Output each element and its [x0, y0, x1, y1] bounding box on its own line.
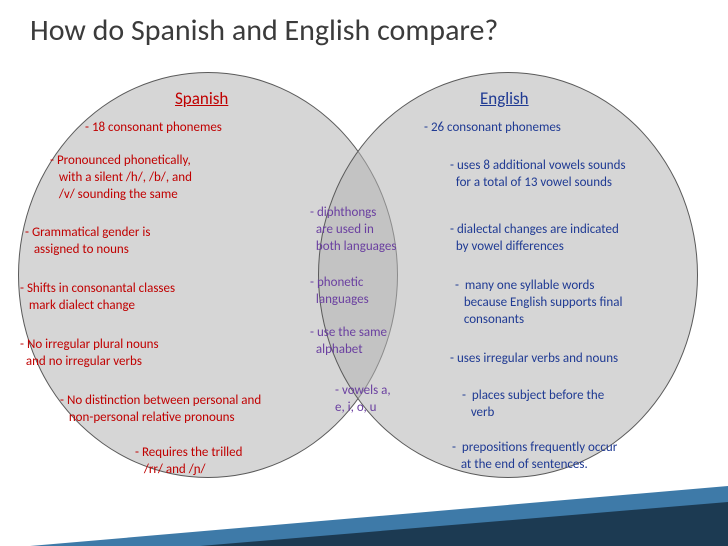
bullet-icon: -: [450, 351, 454, 366]
bullet-icon: -: [450, 222, 454, 237]
bullet-icon: -: [335, 383, 339, 398]
english-item: - uses irregular verbs and nouns: [450, 351, 700, 368]
bullet-icon: -: [452, 440, 456, 455]
venn-label-spanish: Spanish: [175, 88, 228, 109]
item-text: Requires the trilled /rr/ and /ɲ/: [135, 445, 242, 477]
english-item: - dialectal changes are indicated by vow…: [450, 222, 700, 256]
bullet-icon: -: [455, 278, 459, 293]
item-text: dialectal changes are indicated by vowel…: [450, 222, 619, 254]
both-item: - diphthongs are used in both languages: [310, 205, 420, 256]
item-text: diphthongs are used in both languages: [310, 205, 396, 254]
item-text: use the same alphabet: [310, 325, 387, 357]
bullet-icon: -: [135, 445, 139, 460]
spanish-item: - Requires the trilled /rr/ and /ɲ/: [135, 445, 335, 479]
item-text: 18 consonant phonemes: [92, 120, 222, 135]
item-text: Pronounced phonetically, with a silent /…: [50, 153, 192, 202]
english-item: - prepositions frequently occur at the e…: [452, 440, 692, 474]
bullet-icon: -: [424, 120, 428, 135]
item-text: many one syllable words because English …: [455, 278, 622, 327]
bullet-icon: -: [450, 158, 454, 173]
item-text: places subject before the verb: [462, 388, 604, 420]
spanish-item: - 18 consonant phonemes: [85, 120, 222, 137]
item-text: prepositions frequently occur at the end…: [452, 440, 617, 472]
bullet-icon: -: [50, 153, 54, 168]
spanish-item: - Shifts in consonantal classes mark dia…: [20, 281, 250, 315]
spanish-item: - Grammatical gender is assigned to noun…: [25, 225, 235, 259]
both-item: - use the same alphabet: [310, 325, 410, 359]
item-text: uses 8 additional vowels sounds for a to…: [450, 158, 626, 190]
english-item: - places subject before the verb: [462, 388, 692, 422]
bullet-icon: -: [25, 225, 29, 240]
item-text: No distinction between personal and non-…: [60, 393, 261, 425]
bullet-icon: -: [20, 337, 24, 352]
english-item: - many one syllable words because Englis…: [455, 278, 705, 329]
item-text: phonetic languages: [310, 275, 369, 307]
swoosh-decoration: [0, 486, 728, 546]
both-item: - phonetic languages: [310, 275, 410, 309]
item-text: No irregular plural nouns and no irregul…: [20, 337, 159, 369]
bullet-icon: -: [20, 281, 24, 296]
item-text: uses irregular verbs and nouns: [457, 351, 618, 366]
spanish-item: - No distinction between personal and no…: [60, 393, 330, 427]
bullet-icon: -: [310, 325, 314, 340]
item-text: Grammatical gender is assigned to nouns: [25, 225, 150, 257]
spanish-item: - Pronounced phonetically, with a silent…: [50, 153, 280, 204]
item-text: Shifts in consonantal classes mark diale…: [20, 281, 175, 313]
venn-label-english: English: [480, 88, 529, 109]
both-item: - vowels a,e, i, o, u: [335, 383, 415, 417]
bullet-icon: -: [462, 388, 466, 403]
item-text: 26 consonant phonemes: [431, 120, 561, 135]
bullet-icon: -: [85, 120, 89, 135]
item-text: vowels a,e, i, o, u: [335, 383, 391, 415]
english-item: - 26 consonant phonemes: [424, 120, 561, 137]
spanish-item: - No irregular plural nouns and no irreg…: [20, 337, 250, 371]
english-item: - uses 8 additional vowels sounds for a …: [450, 158, 700, 192]
bullet-icon: -: [310, 275, 314, 290]
bullet-icon: -: [60, 393, 64, 408]
bullet-icon: -: [310, 205, 314, 220]
page-title: How do Spanish and English compare?: [30, 12, 498, 49]
